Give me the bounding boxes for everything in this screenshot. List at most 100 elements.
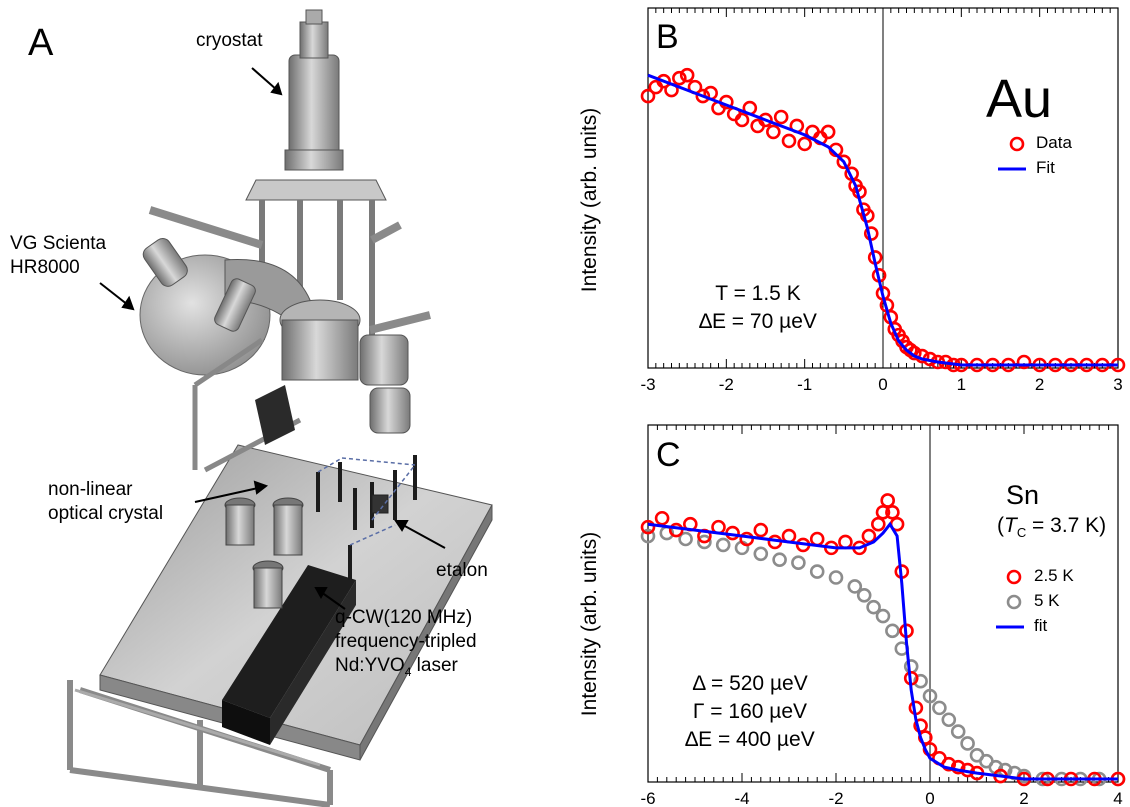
sn-point-2.5k bbox=[640, 519, 656, 535]
laser-label-line-2: frequency-tripled bbox=[335, 631, 477, 652]
laser-crystal-name: Nd:YVO bbox=[335, 655, 405, 676]
sn-point-5k bbox=[640, 528, 656, 544]
sn-point-2.5k bbox=[838, 534, 853, 550]
au-point-data bbox=[758, 112, 773, 128]
au-point-data bbox=[640, 88, 656, 104]
au-x-tick-label: 3 bbox=[1113, 375, 1122, 394]
crystal-label: non-linear optical crystal bbox=[48, 478, 163, 526]
sn-annotation: Δ = 520 µeV Γ = 160 µeV ∆E = 400 µeV bbox=[670, 670, 830, 754]
sn-x-tick-label: 0 bbox=[925, 789, 934, 807]
crystal-label-line-1: non-linear bbox=[48, 479, 133, 500]
sn-point-5k bbox=[828, 570, 844, 585]
cryostat-arrow bbox=[251, 67, 278, 91]
au-point-data bbox=[672, 70, 687, 86]
sn-fit-line bbox=[647, 521, 1118, 781]
sn-point-5k bbox=[809, 564, 825, 579]
au-point-data bbox=[656, 73, 671, 89]
analyzer-label-line-1: VG Scienta bbox=[10, 233, 107, 254]
laser-label-line-1: q-CW(120 MHz) bbox=[335, 607, 473, 628]
au-point-data bbox=[734, 112, 750, 128]
sn-point-2.5k bbox=[739, 531, 755, 547]
au-fit-line bbox=[647, 73, 1118, 367]
analyzer-arrow bbox=[99, 282, 129, 306]
au-legend-fit-label: Fit bbox=[1036, 158, 1055, 177]
panel-a-letter: A bbox=[28, 22, 54, 64]
au-x-tick-label: 1 bbox=[957, 375, 966, 394]
sn-y-axis-label: Intensity (arb. units) bbox=[578, 531, 601, 717]
apparatus-arrows bbox=[99, 67, 446, 610]
au-x-tick-label: -3 bbox=[640, 375, 655, 394]
au-y-axis-label: Intensity (arb. units) bbox=[578, 107, 601, 293]
sn-point-5k bbox=[847, 579, 863, 594]
sn-legend-marker bbox=[1006, 594, 1022, 610]
cryostat-label: cryostat bbox=[196, 30, 263, 51]
au-point-data bbox=[773, 109, 789, 125]
sn-broadening: Γ = 160 µeV bbox=[692, 700, 808, 723]
panel-c-letter: C bbox=[656, 436, 681, 474]
sn-point-5k bbox=[866, 599, 881, 615]
sn-resolution: ∆E = 400 µeV bbox=[685, 728, 815, 751]
sn-x-tick-label: 2 bbox=[1019, 789, 1028, 807]
sn-point-2.5k bbox=[809, 531, 825, 547]
au-legend-data-label: Data bbox=[1036, 133, 1072, 152]
sn-point-2.5k bbox=[950, 759, 966, 775]
au-x-tick-label: 0 bbox=[878, 375, 887, 394]
au-x-tick-label: 2 bbox=[1035, 375, 1044, 394]
sn-point-2.5k bbox=[753, 522, 769, 538]
analyzer-label-line-2: HR8000 bbox=[10, 257, 80, 278]
sn-point-5k bbox=[885, 623, 900, 639]
au-point-data bbox=[695, 88, 711, 104]
sn-point-5k bbox=[856, 587, 872, 603]
sn-gap: Δ = 520 µeV bbox=[692, 672, 808, 695]
sn-x-tick-label: -2 bbox=[828, 789, 843, 807]
panel-b-letter: B bbox=[656, 18, 679, 56]
au-point-data bbox=[781, 133, 797, 149]
sn-tc-subscript: C bbox=[1016, 525, 1027, 541]
sn-point-5k bbox=[678, 531, 693, 547]
crystal-label-line-2: optical crystal bbox=[48, 503, 164, 524]
sn-point-2.5k bbox=[875, 505, 891, 520]
apparatus-illustration bbox=[67, 9, 493, 807]
sn-legend-s1-label: 2.5 K bbox=[1034, 566, 1074, 585]
analyzer-label: VG Scienta HR8000 bbox=[10, 232, 106, 280]
sn-point-5k bbox=[772, 552, 787, 568]
laser-type: laser bbox=[411, 655, 458, 676]
sn-x-tick-label: -4 bbox=[734, 789, 749, 807]
sn-point-5k bbox=[753, 546, 769, 562]
sn-x-tick-label: -6 bbox=[640, 789, 655, 807]
sn-point-2.5k bbox=[870, 516, 886, 532]
laser-label-line-3: Nd:YVO4 laser bbox=[335, 654, 477, 684]
sn-legend-s2-label: 5 K bbox=[1034, 591, 1060, 610]
au-legend-marker bbox=[1009, 136, 1025, 152]
sn-point-5k bbox=[791, 555, 806, 570]
sn-tc-symbol: T bbox=[1004, 514, 1017, 537]
au-chart: -3 -2 -1 0 1 2 3 bbox=[640, 7, 1126, 394]
crystal-arrow bbox=[194, 487, 259, 503]
au-point-data bbox=[679, 67, 695, 83]
sn-tc-label: (TC = 3.7 K) bbox=[997, 514, 1106, 540]
au-material-label: Au bbox=[986, 69, 1053, 129]
sn-point-5k bbox=[960, 736, 975, 751]
sn-tc-open: ( bbox=[997, 514, 1004, 537]
au-point-data bbox=[766, 124, 781, 140]
sn-point-2.5k bbox=[941, 756, 957, 772]
laser-crystal-subscript: 4 bbox=[404, 664, 412, 679]
au-x-tick-label: -1 bbox=[797, 375, 812, 394]
au-temperature: T = 1.5 K bbox=[715, 282, 801, 305]
sn-point-5k bbox=[875, 608, 891, 624]
au-resolution: ∆E = 70 µeV bbox=[699, 310, 817, 333]
au-point-data bbox=[1016, 354, 1032, 370]
etalon-arrow bbox=[402, 524, 446, 549]
au-x-tick-label: -2 bbox=[719, 375, 734, 394]
sn-point-2.5k bbox=[885, 505, 900, 520]
sn-point-2.5k bbox=[654, 510, 670, 526]
sn-x-tick-label: 4 bbox=[1113, 789, 1122, 807]
sn-point-2.5k bbox=[880, 493, 896, 508]
sn-point-5k bbox=[941, 712, 957, 728]
au-point-data bbox=[797, 136, 812, 152]
sn-point-2.5k bbox=[861, 528, 877, 544]
laser-label: q-CW(120 MHz) frequency-tripled Nd:YVO4 … bbox=[335, 606, 477, 684]
au-point-data bbox=[836, 154, 852, 170]
au-point-data bbox=[860, 208, 875, 223]
